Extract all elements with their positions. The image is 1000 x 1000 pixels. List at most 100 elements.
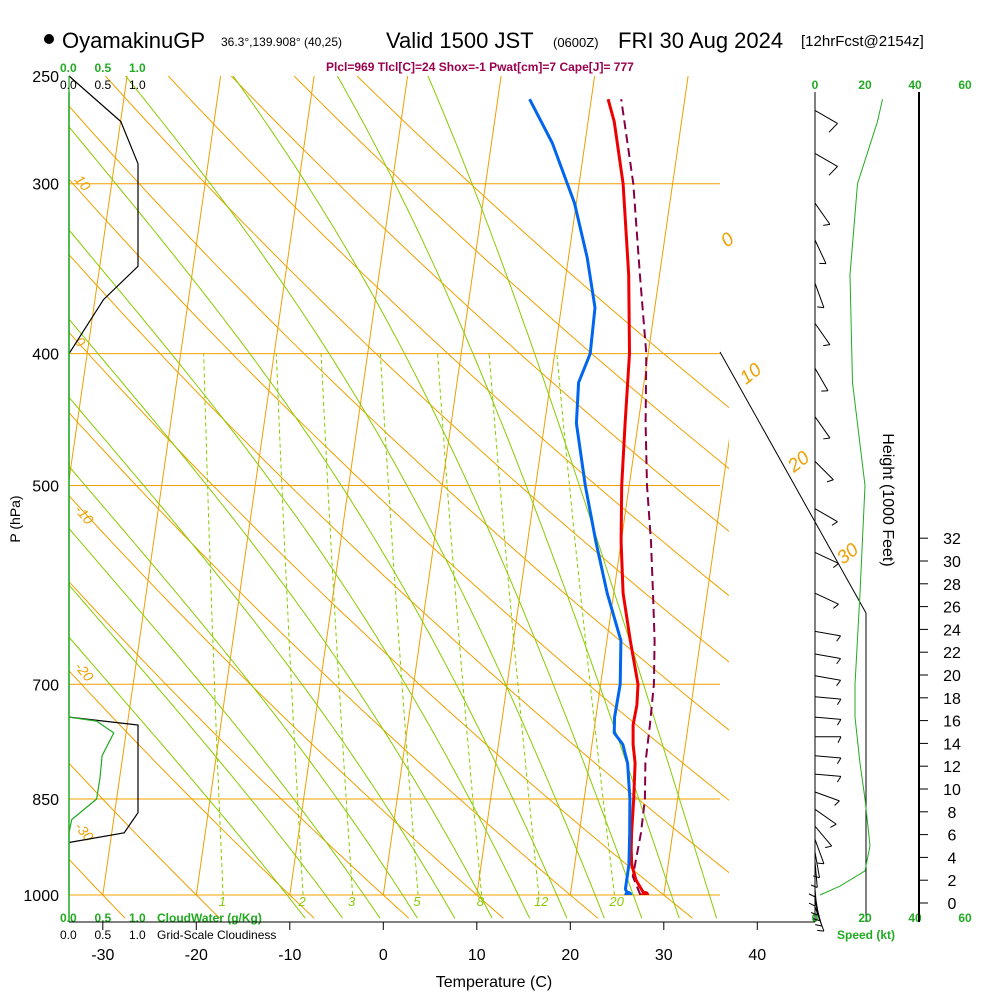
wind-barb <box>814 323 831 347</box>
height-tick-label: 8 <box>948 805 957 822</box>
wind-barb-flag <box>823 344 830 347</box>
wind-barb <box>814 461 834 483</box>
dry-adiabat-line <box>69 762 221 919</box>
speed-top-tick: 20 <box>858 78 872 92</box>
cloudiness-label: Grid-Scale Cloudiness <box>157 928 276 942</box>
wind-barb-flag <box>831 521 838 526</box>
isotherm-line <box>102 76 222 896</box>
wind-barb-flag <box>810 912 818 916</box>
wind-barb <box>814 755 842 764</box>
wind-barb-flag <box>817 306 824 309</box>
wind-barb-flag <box>836 635 842 642</box>
wind-barb-staff <box>814 508 838 523</box>
height-tick-label: 6 <box>948 828 957 845</box>
wind-barb-flag <box>836 719 842 726</box>
height-tick-label: 2 <box>948 873 957 890</box>
wind-barb-staff <box>814 861 818 888</box>
mixing-ratio-label: 8 <box>477 894 485 909</box>
dry-adiabat-line <box>69 178 729 801</box>
wind-barb-flag <box>823 223 830 226</box>
dewpoint-profile <box>528 98 632 895</box>
isotherm-line <box>757 76 875 895</box>
dry-adiabat-label: -20 <box>72 659 97 685</box>
speed-panel-boundary <box>719 351 867 922</box>
wind-barb <box>808 870 816 898</box>
dry-adiabat-label: -30 <box>72 819 97 845</box>
height-tick-label: 24 <box>943 622 961 639</box>
wind-barb <box>814 239 827 265</box>
stability-indices: Plcl=969 Tlcl[C]=24 Shox=-1 Pwat[cm]=7 C… <box>326 60 634 74</box>
wind-barb-staff <box>814 773 841 777</box>
wind-barb <box>815 736 842 743</box>
moist-adiabat-line <box>69 465 418 919</box>
valid-time: Valid 1500 JST <box>386 28 534 53</box>
isotherm-line <box>663 438 729 896</box>
dry-adiabat-line <box>293 76 729 470</box>
wind-barb <box>810 861 818 888</box>
dry-adiabat-line <box>69 581 410 919</box>
mixing-ratio-label: 2 <box>298 894 307 909</box>
moist-adiabat-line <box>69 318 493 919</box>
speed-axis-label: Speed (kt) <box>837 928 895 942</box>
speed-top-tick: 40 <box>908 78 922 92</box>
wind-barb-flag <box>836 757 842 764</box>
pressure-tick-label: 1000 <box>23 888 59 905</box>
cloud-water-label: CloudWater (g/Kg) <box>157 911 262 925</box>
cloud-water-profile <box>68 76 115 895</box>
wind-barb-staff <box>814 755 841 759</box>
moist-adiabat-line <box>427 76 718 919</box>
wind-barb-staff <box>814 416 831 439</box>
wind-barb-staff <box>814 323 831 345</box>
moist-adiabat-line <box>69 527 381 919</box>
wind-barb-flag <box>836 698 842 706</box>
wind-barb-flag <box>836 658 842 665</box>
height-tick-label: 20 <box>943 668 961 685</box>
mixing-ratio-label: 12 <box>534 894 549 909</box>
dry-adiabat-line <box>69 253 729 874</box>
wind-barbs <box>808 109 842 932</box>
speed-bottom-tick: 0 <box>812 911 819 925</box>
wind-barb-flag <box>826 479 834 483</box>
mixing-ratio-label: 20 <box>608 894 624 909</box>
wind-barb-flag <box>836 776 842 783</box>
pressure-axis-label: P (hPa) <box>7 495 23 542</box>
wind-barb-staff <box>814 630 841 637</box>
wind-barb-staff <box>814 791 840 802</box>
wind-barb-staff <box>814 906 825 932</box>
moist-adiabat-line <box>69 126 568 919</box>
dry-adiabat-line <box>69 412 599 919</box>
temperature-tick-label: 10 <box>468 947 486 964</box>
wind-barb <box>814 368 829 392</box>
mixing-ratio-line <box>488 353 540 896</box>
isotherm-line <box>0 76 34 895</box>
temperature-tick-label: 0 <box>379 947 388 964</box>
station-marker-dot <box>44 34 54 44</box>
cloudiness-profile <box>68 75 139 355</box>
isotherm-line <box>69 76 128 484</box>
wind-barb-staff <box>814 653 841 659</box>
wind-barb-flag <box>828 123 838 133</box>
surface-dewpoint-marker <box>624 891 633 895</box>
station-name: OyamakinuGP <box>62 28 206 53</box>
cloudiness-top-tick: 1.0 <box>129 78 146 92</box>
sounding-profiles <box>528 98 656 895</box>
wind-barb-staff <box>814 202 831 225</box>
cloud-panel: 0.00.00.00.00.50.50.50.51.01.01.01.0Clou… <box>60 61 276 942</box>
wind-barb <box>814 825 833 849</box>
height-tick-label: 26 <box>943 600 961 617</box>
moist-adiabat-line <box>69 396 456 919</box>
dry-adiabat-line <box>105 76 729 663</box>
wind-barb-staff <box>814 808 837 825</box>
wind-barb-staff <box>814 551 839 564</box>
moist-adiabat-label: 0 <box>717 229 739 252</box>
wind-barb-flag <box>836 679 842 686</box>
wind-barb-staff <box>814 592 839 605</box>
mixing-ratio-line <box>437 353 483 896</box>
wind-barb-staff <box>814 152 838 167</box>
height-tick-label: 4 <box>948 850 957 867</box>
wind-barb <box>814 202 831 226</box>
cloud-water-top-tick: 0.5 <box>95 61 112 75</box>
wind-barb-flag <box>810 884 818 888</box>
wind-barb-flag <box>825 845 832 849</box>
moist-adiabat-line <box>69 229 531 919</box>
